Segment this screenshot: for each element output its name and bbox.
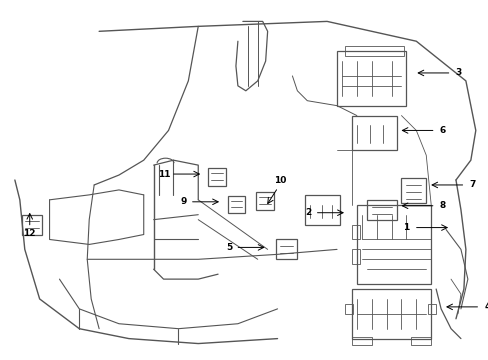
Bar — [351, 337, 371, 345]
Bar — [344, 46, 404, 56]
Text: 6: 6 — [439, 126, 446, 135]
Bar — [366, 200, 396, 220]
Text: 12: 12 — [23, 229, 36, 238]
Text: 10: 10 — [274, 176, 286, 185]
Bar — [227, 196, 244, 213]
Text: 9: 9 — [180, 197, 186, 206]
Bar — [351, 116, 396, 150]
Bar — [401, 178, 426, 203]
Bar — [208, 168, 225, 186]
Bar — [410, 337, 430, 345]
Text: 3: 3 — [455, 68, 461, 77]
Text: 5: 5 — [225, 243, 232, 252]
Bar — [351, 249, 359, 264]
Bar — [427, 304, 435, 314]
Text: 8: 8 — [439, 201, 446, 210]
Bar — [356, 205, 430, 284]
Bar — [305, 195, 339, 225]
Text: 2: 2 — [305, 208, 311, 217]
Bar — [336, 51, 406, 105]
Bar — [351, 225, 359, 239]
Bar — [344, 304, 352, 314]
Text: 11: 11 — [158, 170, 170, 179]
Text: 4: 4 — [484, 302, 488, 311]
Bar — [275, 239, 297, 259]
Bar — [22, 215, 41, 234]
Bar — [255, 192, 273, 210]
Bar — [351, 289, 430, 339]
Text: 7: 7 — [468, 180, 475, 189]
Text: 1: 1 — [403, 223, 409, 232]
